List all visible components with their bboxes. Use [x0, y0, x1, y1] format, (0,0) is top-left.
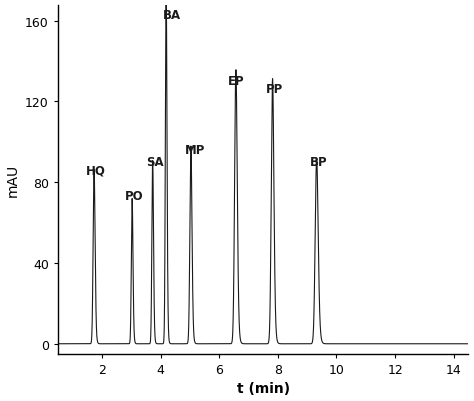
Text: PO: PO — [125, 190, 143, 203]
Text: PP: PP — [265, 83, 283, 96]
Text: BP: BP — [310, 156, 327, 169]
X-axis label: t (min): t (min) — [237, 381, 290, 395]
Y-axis label: mAU: mAU — [6, 163, 19, 196]
Text: HQ: HQ — [86, 164, 106, 177]
Text: SA: SA — [146, 156, 164, 169]
Text: EP: EP — [228, 75, 245, 88]
Text: BA: BA — [163, 9, 181, 22]
Text: MP: MP — [184, 144, 205, 157]
